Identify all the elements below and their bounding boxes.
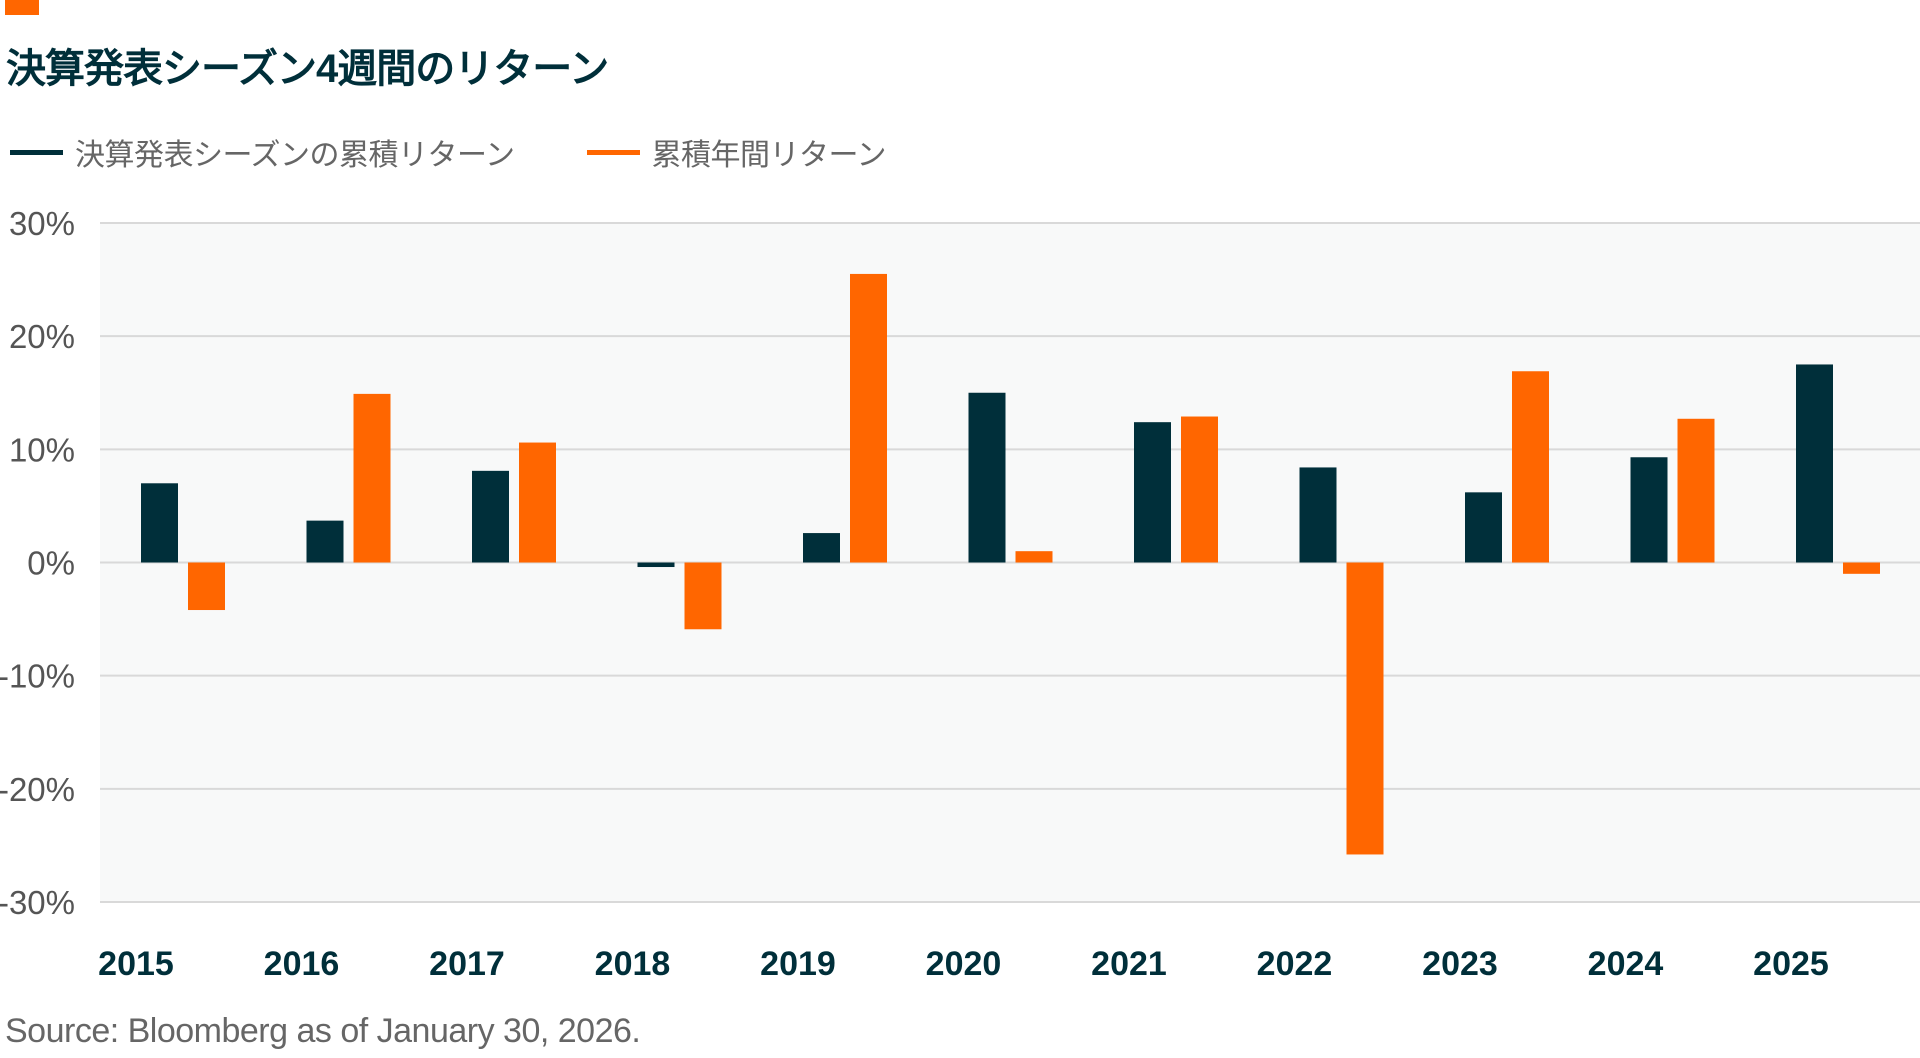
- bar-annual-return: [850, 273, 887, 563]
- legend-swatch-orange: [586, 149, 640, 155]
- bar-season-return: [472, 470, 509, 563]
- bar-annual-return: [519, 442, 556, 563]
- x-tick-label: 2019: [760, 945, 836, 983]
- bar-season-return: [803, 533, 840, 563]
- bar-annual-return: [1015, 551, 1053, 563]
- bar-season-return: [1134, 422, 1171, 563]
- legend-label: 決算発表シーズンの累積リターン: [75, 139, 515, 172]
- bar-season-return: [1796, 364, 1833, 563]
- y-tick-label: 10%: [9, 431, 75, 468]
- bar-chart: 30% 20% 10% 0% -10% -20% -30% 2015 2016 2017 2018 2…: [0, 205, 1920, 983]
- x-tick-label: 2017: [429, 945, 505, 983]
- bar-season-return: [141, 483, 178, 563]
- legend: 決算発表シーズンの累積リターン 累積年間リターン: [10, 130, 958, 174]
- x-tick-label: 2025: [1753, 945, 1829, 983]
- bar-annual-return: [188, 562, 225, 611]
- y-tick-label: 0%: [27, 545, 75, 582]
- bar-season-return: [637, 562, 675, 568]
- bar-season-return: [968, 392, 1006, 563]
- bar-annual-return: [353, 393, 391, 563]
- x-tick-label: 2016: [264, 945, 340, 983]
- bar-annual-return: [1346, 562, 1384, 855]
- x-tick-label: 2022: [1257, 945, 1333, 983]
- bar-season-return: [1465, 492, 1502, 563]
- bar-annual-return: [1677, 418, 1715, 563]
- accent-mark: [5, 0, 39, 15]
- x-tick-label: 2024: [1588, 945, 1664, 983]
- legend-swatch-dark: [10, 149, 63, 155]
- y-tick-label: 20%: [9, 318, 75, 355]
- y-tick-label: -30%: [0, 884, 75, 921]
- x-tick-label: 2023: [1422, 945, 1498, 983]
- bar-season-return: [1299, 467, 1337, 563]
- legend-item-annual-return: 累積年間リターン: [586, 130, 887, 174]
- chart-title: 決算発表シーズン4週間のリターン: [6, 47, 609, 91]
- bar-annual-return: [684, 562, 722, 630]
- x-tick-label: 2018: [595, 945, 671, 983]
- x-tick-label: 2021: [1091, 945, 1167, 983]
- x-tick-label: 2015: [98, 945, 174, 983]
- y-tick-label: -20%: [0, 771, 75, 808]
- bar-season-return: [1630, 457, 1668, 563]
- y-tick-label: 30%: [9, 205, 75, 242]
- bar-annual-return: [1843, 562, 1880, 574]
- x-tick-label: 2020: [926, 945, 1002, 983]
- bar-annual-return: [1512, 371, 1549, 563]
- bar-season-return: [306, 520, 344, 563]
- legend-item-season-return: 決算発表シーズンの累積リターン: [10, 130, 515, 174]
- legend-label: 累積年間リターン: [651, 139, 887, 172]
- bar-annual-return: [1181, 416, 1218, 563]
- y-tick-label: -10%: [0, 658, 75, 695]
- source-note: Source: Bloomberg as of January 30, 2026…: [5, 1012, 641, 1050]
